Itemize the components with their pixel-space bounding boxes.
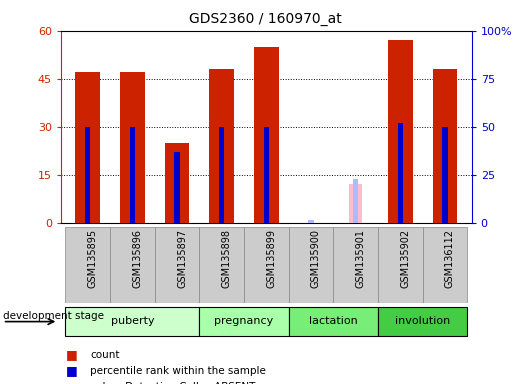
Bar xyxy=(65,227,110,303)
Bar xyxy=(75,72,100,223)
Bar xyxy=(422,227,467,303)
Bar xyxy=(244,227,289,303)
Bar xyxy=(289,307,378,336)
Bar xyxy=(378,307,467,336)
Bar xyxy=(219,127,224,223)
Text: GSM136112: GSM136112 xyxy=(445,229,455,288)
Text: count: count xyxy=(90,350,120,360)
Bar xyxy=(333,227,378,303)
Bar xyxy=(378,227,422,303)
Bar xyxy=(130,127,135,223)
Text: puberty: puberty xyxy=(111,316,154,326)
Bar xyxy=(199,227,244,303)
Bar xyxy=(120,72,145,223)
Bar xyxy=(174,152,180,223)
Bar xyxy=(110,227,155,303)
Bar xyxy=(263,127,269,223)
Bar xyxy=(308,220,314,223)
Bar xyxy=(199,307,289,336)
Bar xyxy=(155,227,199,303)
Bar xyxy=(165,143,189,223)
Text: GSM135896: GSM135896 xyxy=(132,229,143,288)
Bar xyxy=(398,123,403,223)
Text: percentile rank within the sample: percentile rank within the sample xyxy=(90,366,266,376)
Bar xyxy=(289,227,333,303)
Bar xyxy=(353,179,358,223)
Text: GSM135900: GSM135900 xyxy=(311,229,321,288)
Text: value, Detection Call = ABSENT: value, Detection Call = ABSENT xyxy=(90,382,255,384)
Bar xyxy=(254,47,279,223)
Text: GSM135897: GSM135897 xyxy=(177,229,187,288)
Bar xyxy=(349,184,362,223)
Bar xyxy=(85,127,91,223)
Text: lactation: lactation xyxy=(309,316,358,326)
Text: ■: ■ xyxy=(66,364,78,377)
Bar xyxy=(65,307,199,336)
Text: GSM135899: GSM135899 xyxy=(267,229,276,288)
Text: pregnancy: pregnancy xyxy=(214,316,273,326)
Text: GSM135902: GSM135902 xyxy=(400,229,410,288)
Bar xyxy=(209,69,234,223)
Text: ■: ■ xyxy=(66,348,78,361)
Text: GSM135895: GSM135895 xyxy=(88,229,98,288)
Text: involution: involution xyxy=(395,316,450,326)
Text: GSM135901: GSM135901 xyxy=(356,229,366,288)
Text: GDS2360 / 160970_at: GDS2360 / 160970_at xyxy=(189,12,341,25)
Text: development stage: development stage xyxy=(3,311,104,321)
Bar xyxy=(442,127,448,223)
Bar xyxy=(432,69,457,223)
Bar xyxy=(388,40,412,223)
Text: ■: ■ xyxy=(66,381,78,384)
Text: GSM135898: GSM135898 xyxy=(222,229,232,288)
